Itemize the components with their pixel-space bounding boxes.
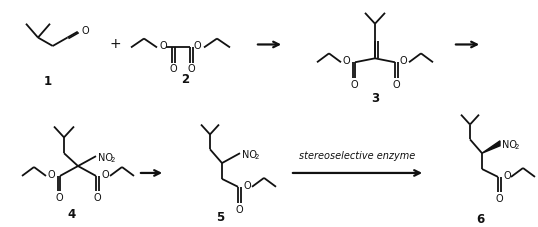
- Text: 6: 6: [476, 213, 484, 226]
- Text: 2: 2: [515, 144, 519, 150]
- Text: +: +: [109, 37, 121, 52]
- Text: O: O: [235, 205, 243, 215]
- Text: O: O: [400, 56, 408, 66]
- Text: NO: NO: [502, 140, 517, 150]
- Text: O: O: [392, 80, 400, 90]
- Text: 5: 5: [216, 211, 224, 224]
- Text: O: O: [503, 171, 511, 181]
- Text: O: O: [93, 193, 101, 203]
- Text: 2: 2: [181, 73, 189, 86]
- Text: O: O: [342, 56, 350, 66]
- Text: O: O: [350, 80, 358, 90]
- Text: O: O: [243, 181, 251, 191]
- Text: O: O: [101, 170, 109, 180]
- Text: O: O: [169, 64, 177, 74]
- Text: 3: 3: [371, 92, 379, 105]
- Text: O: O: [495, 194, 503, 204]
- Text: 2: 2: [255, 154, 259, 160]
- Text: stereoselective enzyme: stereoselective enzyme: [299, 151, 415, 161]
- Text: 2: 2: [111, 157, 115, 163]
- Text: 1: 1: [44, 74, 52, 88]
- Text: O: O: [47, 170, 55, 180]
- Text: O: O: [159, 42, 167, 52]
- Text: O: O: [55, 193, 63, 203]
- Text: O: O: [187, 64, 195, 74]
- Text: NO: NO: [98, 153, 113, 163]
- Text: 4: 4: [68, 208, 76, 221]
- Text: NO: NO: [242, 150, 257, 160]
- Text: O: O: [82, 26, 89, 36]
- Polygon shape: [482, 141, 500, 153]
- Text: O: O: [194, 42, 202, 52]
